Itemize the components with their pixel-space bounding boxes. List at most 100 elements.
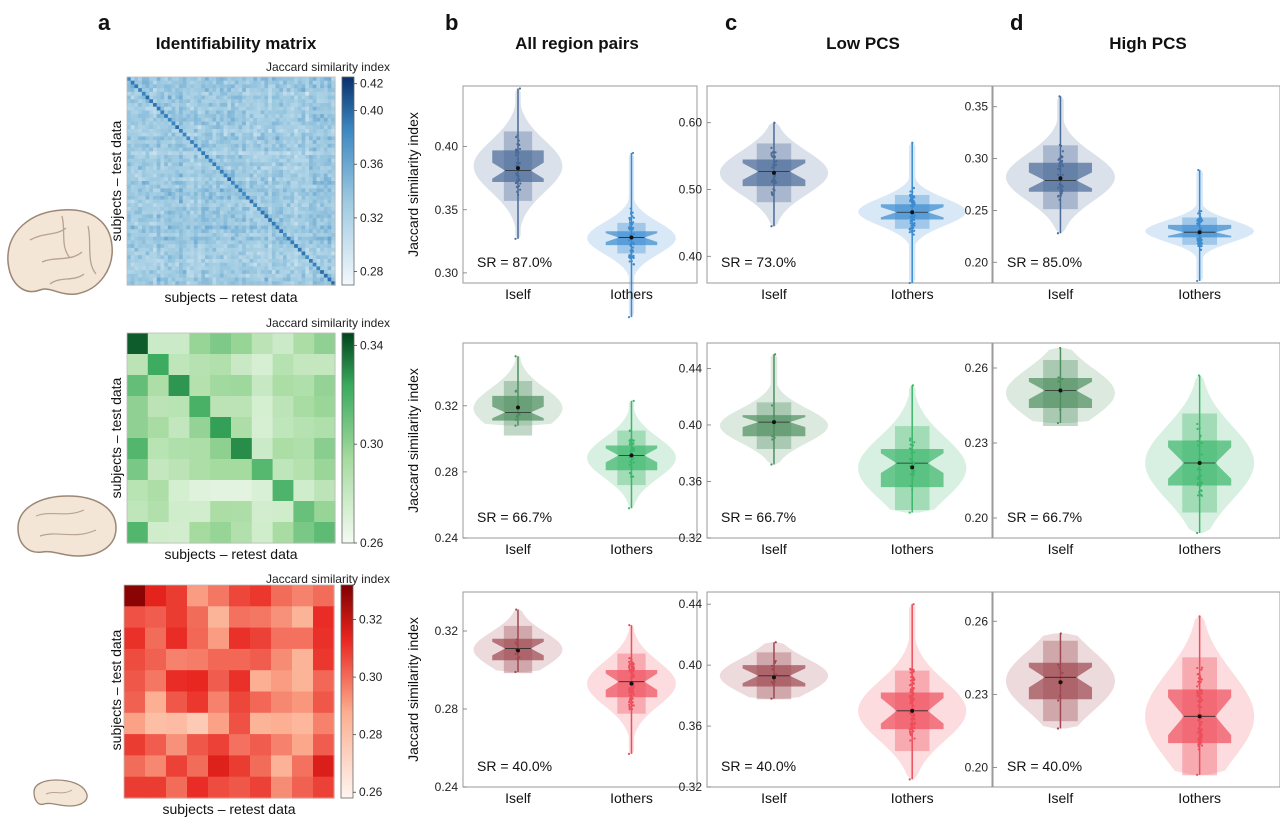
heatmap-cell — [249, 281, 254, 286]
heatmap-cell — [193, 199, 199, 204]
heatmap-cell — [190, 132, 195, 138]
heatmap-cell — [175, 266, 180, 271]
heatmap-cell — [219, 247, 225, 253]
heatmap-cell — [271, 229, 277, 234]
heatmap-cell — [212, 140, 217, 145]
heatmap-cell — [145, 181, 150, 186]
heatmap-cell — [145, 99, 150, 104]
heatmap-cell — [141, 247, 147, 253]
heatmap-cell — [141, 173, 147, 178]
heatmap-cell — [257, 199, 262, 204]
heatmap-cell — [253, 136, 258, 141]
heatmap-cell — [234, 199, 240, 204]
heatmap-cell — [229, 734, 251, 756]
heatmap-cell — [171, 158, 176, 164]
heatmap-cell — [141, 80, 147, 86]
heatmap-cell — [149, 195, 154, 201]
heatmap-cell — [283, 166, 288, 171]
heatmap-cell — [294, 255, 299, 260]
data-point — [911, 699, 915, 703]
heatmap-cell — [201, 214, 206, 219]
heatmap-cell — [210, 522, 232, 544]
heatmap-cell — [286, 114, 292, 119]
heatmap-cell — [286, 233, 292, 238]
heatmap-cell — [290, 84, 295, 89]
heatmap-cell — [197, 210, 202, 216]
heatmap-cell — [153, 77, 158, 82]
heatmap-cell — [201, 195, 206, 201]
heatmap-cell — [186, 221, 191, 227]
heatmap-cell — [175, 214, 180, 219]
heatmap-cell — [283, 155, 288, 160]
heatmap-cell — [189, 333, 211, 355]
heatmap-cell — [249, 218, 254, 223]
heatmap-cell — [179, 84, 184, 89]
heatmap-cell — [138, 218, 143, 223]
data-point — [632, 399, 635, 402]
heatmap-cell — [323, 188, 329, 193]
data-point — [1058, 666, 1061, 670]
heatmap-cell — [297, 106, 303, 112]
heatmap-cell — [208, 218, 214, 223]
heatmap-cell — [309, 84, 314, 89]
heatmap-cell — [257, 162, 262, 167]
heatmap-cell — [201, 251, 206, 256]
heatmap-cell — [323, 136, 329, 141]
heatmap-cell — [190, 207, 195, 212]
heatmap-cell — [145, 121, 150, 126]
heatmap-cell — [190, 99, 195, 104]
heatmap-cell — [297, 77, 303, 82]
heatmap-cell — [182, 117, 188, 123]
heatmap-cell — [305, 151, 310, 156]
heatmap-cell — [312, 136, 318, 141]
heatmap-cell — [238, 106, 243, 112]
heatmap-cell — [316, 106, 321, 112]
heatmap-cell — [245, 244, 251, 249]
heatmap-cell — [309, 129, 314, 134]
heatmap-cell — [294, 132, 299, 138]
heatmap-cell — [268, 95, 273, 100]
heatmap-cell — [260, 99, 266, 104]
heatmap-cell — [264, 210, 269, 216]
heatmap-cell — [286, 266, 292, 271]
data-point — [628, 456, 631, 459]
heatmap-cell — [130, 181, 136, 186]
data-point — [773, 182, 776, 185]
heatmap-cell — [153, 259, 158, 264]
heatmap-cell — [231, 233, 236, 238]
heatmap-cell — [290, 166, 295, 171]
heatmap-cell — [297, 110, 303, 115]
heatmap-cell — [130, 143, 136, 149]
heatmap-cell — [187, 627, 209, 650]
heatmap-cell — [242, 84, 247, 89]
heatmap-cell — [127, 151, 132, 156]
heatmap-cell — [253, 195, 258, 201]
heatmap-cell — [271, 670, 293, 693]
heatmap-cell — [167, 99, 173, 104]
data-point — [1199, 700, 1202, 703]
heatmap-cell — [297, 218, 303, 223]
heatmap-cell — [242, 125, 247, 130]
heatmap-cell — [234, 173, 240, 178]
heatmap-cell — [182, 199, 188, 204]
heatmap-cell — [305, 117, 310, 123]
heatmap-cell — [141, 110, 147, 115]
heatmap-cell — [283, 229, 288, 234]
heatmap-cell — [271, 117, 277, 123]
data-point — [1198, 693, 1201, 697]
heatmap-cell — [179, 270, 184, 275]
heatmap-cell — [268, 262, 273, 268]
heatmap-cell — [260, 80, 266, 86]
heatmap-cell — [323, 114, 329, 119]
heatmap-cell — [205, 125, 210, 130]
heatmap-cell — [271, 270, 277, 275]
heatmap-cell — [286, 117, 292, 123]
heatmap-cell — [227, 266, 232, 271]
heatmap-cell — [294, 106, 299, 112]
heatmap-cell — [327, 266, 332, 271]
heatmap-cell — [227, 229, 232, 234]
heatmap-cell — [323, 95, 329, 100]
heatmap-cell — [327, 221, 332, 227]
heatmap-cell — [305, 99, 310, 104]
heatmap-cell — [219, 117, 225, 123]
